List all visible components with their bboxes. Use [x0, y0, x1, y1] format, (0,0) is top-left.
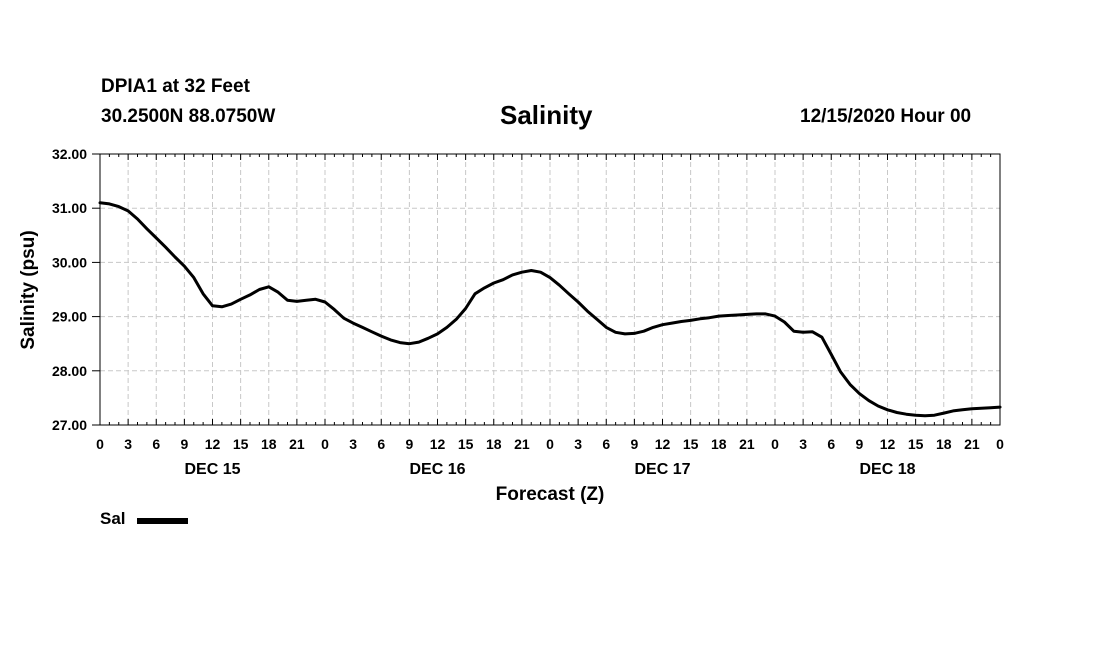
- legend-swatch-sal: [136, 517, 188, 524]
- x-tick-label: 15: [683, 436, 699, 452]
- station-label: DPIA1 at 32 Feet: [101, 76, 250, 97]
- x-tick-label: 6: [377, 436, 385, 452]
- x-tick-label: 3: [574, 436, 582, 452]
- legend: Sal: [100, 509, 188, 529]
- x-tick-label: 12: [655, 436, 671, 452]
- x-tick-label: 9: [855, 436, 863, 452]
- y-tick-label: 31.00: [52, 200, 87, 216]
- axis-ticks: [92, 153, 1001, 426]
- day-label: DEC 16: [409, 461, 465, 478]
- x-tick-label: 15: [908, 436, 924, 452]
- day-label: DEC 18: [859, 461, 915, 478]
- x-tick-label: 21: [514, 436, 530, 452]
- x-tick-label: 18: [711, 436, 727, 452]
- y-tick-label: 29.00: [52, 309, 87, 325]
- x-tick-label: 15: [233, 436, 249, 452]
- y-axis-label: Salinity (psu): [18, 230, 39, 349]
- day-label: DEC 17: [634, 461, 690, 478]
- series-line-sal: [98, 201, 1002, 418]
- x-tick-label: 9: [405, 436, 413, 452]
- axis-tick-labels: 0 3 6 9 12 15 18 21 0 3 6 9 12 15 18 21 0 3 6 9 12 15 18 21 0 3 6 9…: [52, 146, 1004, 478]
- x-tick-label: 6: [152, 436, 160, 452]
- x-axis-label: Forecast (Z): [496, 484, 605, 505]
- forecast-run-time: 12/15/2020 Hour 00: [800, 106, 972, 127]
- y-tick-label: 27.00: [52, 417, 87, 433]
- chart-title: Salinity: [500, 100, 593, 130]
- x-tick-label: 21: [289, 436, 305, 452]
- x-tick-label: 3: [799, 436, 807, 452]
- x-tick-label: 18: [261, 436, 277, 452]
- x-tick-label: 12: [205, 436, 221, 452]
- x-tick-label: 9: [630, 436, 638, 452]
- y-tick-label: 32.00: [52, 146, 87, 162]
- day-label: DEC 15: [184, 461, 240, 478]
- x-tick-label: 6: [602, 436, 610, 452]
- x-tick-label: 18: [936, 436, 952, 452]
- x-tick-label: 9: [180, 436, 188, 452]
- station-coordinates: 30.2500N 88.0750W: [101, 106, 276, 127]
- y-tick-label: 30.00: [52, 254, 87, 270]
- x-tick-label: 0: [321, 436, 329, 452]
- x-tick-label: 3: [349, 436, 357, 452]
- x-tick-label: 21: [739, 436, 755, 452]
- x-tick-label: 12: [880, 436, 896, 452]
- x-tick-label: 0: [771, 436, 779, 452]
- x-tick-label: 6: [827, 436, 835, 452]
- grid-lines: [100, 154, 1000, 425]
- y-tick-label: 28.00: [52, 363, 87, 379]
- x-tick-label: 12: [430, 436, 446, 452]
- legend-label-sal: Sal: [100, 509, 126, 528]
- x-tick-label: 0: [546, 436, 554, 452]
- x-tick-label: 18: [486, 436, 502, 452]
- x-tick-label: 21: [964, 436, 980, 452]
- x-tick-label: 15: [458, 436, 474, 452]
- x-tick-label: 3: [124, 436, 132, 452]
- x-tick-label: 0: [996, 436, 1004, 452]
- x-tick-label: 0: [96, 436, 104, 452]
